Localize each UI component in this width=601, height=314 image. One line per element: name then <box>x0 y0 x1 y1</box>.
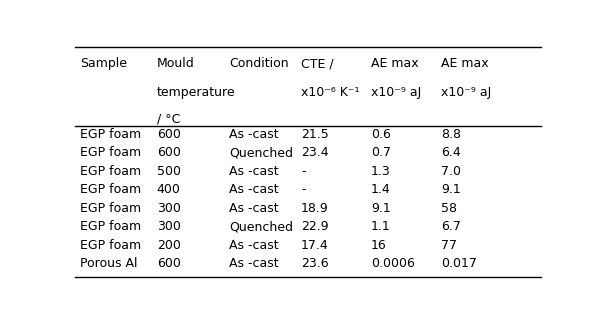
Text: -: - <box>301 183 305 196</box>
Text: 300: 300 <box>157 220 180 233</box>
Text: EGP foam: EGP foam <box>80 239 141 252</box>
Text: 600: 600 <box>157 257 180 270</box>
Text: Quenched: Quenched <box>229 220 293 233</box>
Text: 58: 58 <box>441 202 457 215</box>
Text: EGP foam: EGP foam <box>80 146 141 160</box>
Text: 6.4: 6.4 <box>441 146 460 160</box>
Text: 9.1: 9.1 <box>371 202 391 215</box>
Text: 600: 600 <box>157 128 180 141</box>
Text: x10⁻⁹ aJ: x10⁻⁹ aJ <box>441 86 491 99</box>
Text: x10⁻⁹ aJ: x10⁻⁹ aJ <box>371 86 421 99</box>
Text: 200: 200 <box>157 239 180 252</box>
Text: 7.0: 7.0 <box>441 165 461 178</box>
Text: 0.7: 0.7 <box>371 146 391 160</box>
Text: 17.4: 17.4 <box>301 239 329 252</box>
Text: 600: 600 <box>157 146 180 160</box>
Text: 23.4: 23.4 <box>301 146 329 160</box>
Text: EGP foam: EGP foam <box>80 128 141 141</box>
Text: Mould: Mould <box>157 57 194 70</box>
Text: 1.4: 1.4 <box>371 183 391 196</box>
Text: 8.8: 8.8 <box>441 128 461 141</box>
Text: CTE /: CTE / <box>301 57 334 70</box>
Text: As -cast: As -cast <box>229 239 278 252</box>
Text: As -cast: As -cast <box>229 128 278 141</box>
Text: EGP foam: EGP foam <box>80 183 141 196</box>
Text: Porous Al: Porous Al <box>80 257 137 270</box>
Text: EGP foam: EGP foam <box>80 220 141 233</box>
Text: 22.9: 22.9 <box>301 220 329 233</box>
Text: EGP foam: EGP foam <box>80 165 141 178</box>
Text: As -cast: As -cast <box>229 165 278 178</box>
Text: 0.017: 0.017 <box>441 257 477 270</box>
Text: 300: 300 <box>157 202 180 215</box>
Text: 400: 400 <box>157 183 180 196</box>
Text: As -cast: As -cast <box>229 257 278 270</box>
Text: 18.9: 18.9 <box>301 202 329 215</box>
Text: 21.5: 21.5 <box>301 128 329 141</box>
Text: 9.1: 9.1 <box>441 183 460 196</box>
Text: -: - <box>301 165 305 178</box>
Text: 6.7: 6.7 <box>441 220 460 233</box>
Text: AE max: AE max <box>371 57 418 70</box>
Text: Sample: Sample <box>80 57 127 70</box>
Text: / °C: / °C <box>157 113 180 126</box>
Text: As -cast: As -cast <box>229 202 278 215</box>
Text: Quenched: Quenched <box>229 146 293 160</box>
Text: As -cast: As -cast <box>229 183 278 196</box>
Text: 23.6: 23.6 <box>301 257 329 270</box>
Text: temperature: temperature <box>157 86 235 99</box>
Text: 1.1: 1.1 <box>371 220 391 233</box>
Text: 16: 16 <box>371 239 386 252</box>
Text: Condition: Condition <box>229 57 288 70</box>
Text: 77: 77 <box>441 239 457 252</box>
Text: 0.0006: 0.0006 <box>371 257 415 270</box>
Text: AE max: AE max <box>441 57 489 70</box>
Text: 0.6: 0.6 <box>371 128 391 141</box>
Text: x10⁻⁶ K⁻¹: x10⁻⁶ K⁻¹ <box>301 86 359 99</box>
Text: 500: 500 <box>157 165 181 178</box>
Text: EGP foam: EGP foam <box>80 202 141 215</box>
Text: 1.3: 1.3 <box>371 165 391 178</box>
